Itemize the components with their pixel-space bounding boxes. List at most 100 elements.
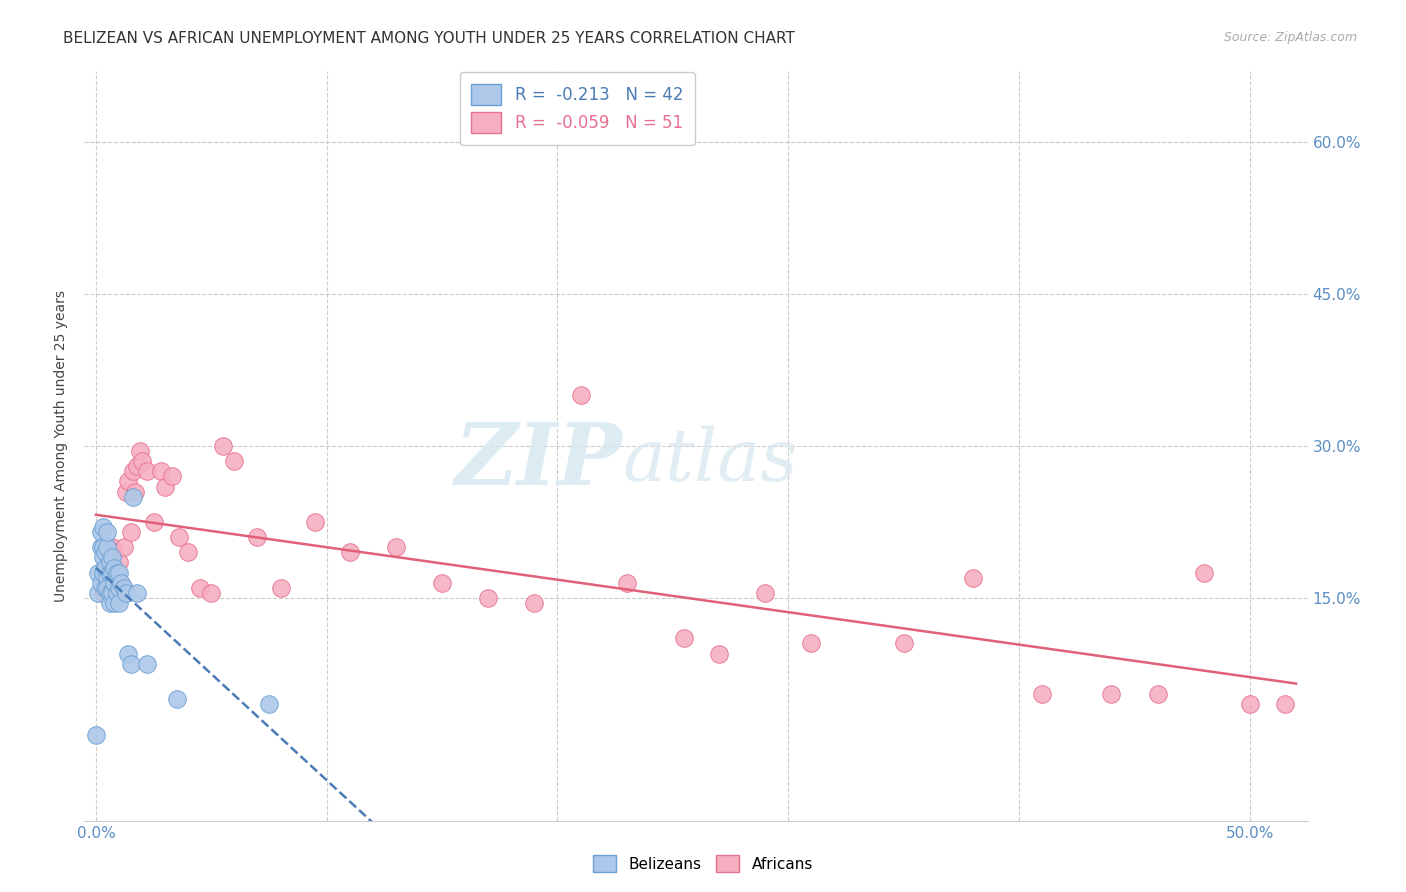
Point bbox=[98, 586, 121, 600]
Point bbox=[121, 490, 143, 504]
Point bbox=[128, 444, 150, 458]
Point bbox=[160, 469, 183, 483]
Point bbox=[94, 581, 117, 595]
Point bbox=[117, 475, 139, 489]
Text: BELIZEAN VS AFRICAN UNEMPLOYMENT AMONG YOUTH UNDER 25 YEARS CORRELATION CHART: BELIZEAN VS AFRICAN UNEMPLOYMENT AMONG Y… bbox=[63, 31, 796, 46]
Point bbox=[84, 728, 107, 742]
Point bbox=[94, 575, 117, 590]
Text: ZIP: ZIP bbox=[454, 419, 623, 503]
Y-axis label: Unemployment Among Youth under 25 years: Unemployment Among Youth under 25 years bbox=[55, 290, 69, 602]
Point bbox=[754, 586, 776, 600]
Point bbox=[339, 545, 361, 559]
Point bbox=[103, 596, 125, 610]
Text: atlas: atlas bbox=[623, 425, 799, 496]
Point bbox=[131, 454, 153, 468]
Point bbox=[211, 439, 233, 453]
Point bbox=[177, 545, 200, 559]
Point bbox=[523, 596, 546, 610]
Point bbox=[707, 647, 730, 661]
Point bbox=[200, 586, 222, 600]
Point bbox=[89, 524, 111, 539]
Point bbox=[105, 566, 128, 580]
Point bbox=[120, 524, 142, 539]
Point bbox=[149, 464, 172, 478]
Point bbox=[135, 657, 157, 671]
Point bbox=[962, 571, 984, 585]
Point bbox=[96, 541, 118, 555]
Point bbox=[893, 636, 915, 650]
Point bbox=[89, 541, 111, 555]
Point bbox=[616, 575, 638, 590]
Point bbox=[108, 581, 131, 595]
Point bbox=[91, 566, 114, 580]
Point bbox=[135, 464, 157, 478]
Point bbox=[120, 657, 142, 671]
Point bbox=[673, 632, 696, 646]
Point bbox=[304, 515, 326, 529]
Point bbox=[89, 575, 111, 590]
Point bbox=[96, 581, 118, 595]
Point bbox=[1146, 687, 1168, 701]
Legend: Belizeans, Africans: Belizeans, Africans bbox=[585, 847, 821, 880]
Point bbox=[800, 636, 823, 650]
Point bbox=[153, 479, 176, 493]
Point bbox=[112, 581, 135, 595]
Point bbox=[142, 515, 165, 529]
Point bbox=[98, 556, 121, 570]
Point bbox=[1274, 697, 1296, 711]
Point bbox=[103, 545, 125, 559]
Point bbox=[101, 586, 124, 600]
Point bbox=[257, 697, 280, 711]
Point bbox=[110, 581, 132, 595]
Point bbox=[105, 586, 128, 600]
Point bbox=[1099, 687, 1122, 701]
Point bbox=[96, 571, 118, 585]
Point bbox=[1192, 566, 1215, 580]
Point bbox=[224, 454, 246, 468]
Point bbox=[127, 459, 149, 474]
Point bbox=[91, 541, 114, 555]
Point bbox=[1239, 697, 1261, 711]
Point bbox=[108, 556, 131, 570]
Point bbox=[101, 550, 124, 565]
Point bbox=[1031, 687, 1053, 701]
Point bbox=[94, 560, 117, 574]
Point bbox=[105, 566, 128, 580]
Point bbox=[101, 541, 124, 555]
Point bbox=[101, 566, 124, 580]
Point bbox=[108, 596, 131, 610]
Point bbox=[115, 586, 138, 600]
Point bbox=[430, 575, 453, 590]
Legend: R =  -0.213   N = 42, R =  -0.059   N = 51: R = -0.213 N = 42, R = -0.059 N = 51 bbox=[460, 72, 695, 145]
Point bbox=[117, 647, 139, 661]
Point bbox=[121, 464, 143, 478]
Text: Source: ZipAtlas.com: Source: ZipAtlas.com bbox=[1223, 31, 1357, 45]
Point bbox=[124, 484, 146, 499]
Point bbox=[96, 524, 118, 539]
Point bbox=[91, 586, 114, 600]
Point bbox=[246, 530, 269, 544]
Point bbox=[94, 545, 117, 559]
Point bbox=[96, 560, 118, 574]
Point bbox=[127, 586, 149, 600]
Point bbox=[98, 596, 121, 610]
Point bbox=[270, 581, 292, 595]
Point bbox=[569, 388, 592, 402]
Point bbox=[166, 692, 188, 706]
Point bbox=[167, 530, 190, 544]
Point bbox=[103, 560, 125, 574]
Point bbox=[103, 575, 125, 590]
Point bbox=[112, 541, 135, 555]
Point bbox=[108, 566, 131, 580]
Point bbox=[385, 541, 408, 555]
Point bbox=[98, 566, 121, 580]
Point bbox=[188, 581, 211, 595]
Point bbox=[91, 520, 114, 534]
Point bbox=[110, 575, 132, 590]
Point bbox=[91, 550, 114, 565]
Point bbox=[87, 566, 110, 580]
Point bbox=[98, 545, 121, 559]
Point bbox=[477, 591, 499, 605]
Point bbox=[115, 484, 138, 499]
Point bbox=[87, 586, 110, 600]
